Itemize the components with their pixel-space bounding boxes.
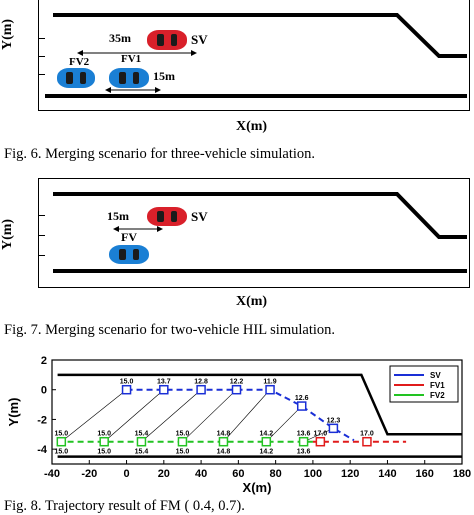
fig7-caption: Fig. 7. Merging scenario for two-vehicle…	[4, 322, 336, 338]
sv-point-label: 11.9	[263, 379, 276, 386]
sv-label: SV	[191, 32, 208, 47]
fv2-point-label-above: 15.4	[135, 431, 149, 438]
fv1-car	[109, 68, 149, 88]
fv2-point-label-above: 15.0	[55, 431, 69, 438]
x-tick-label: -20	[81, 468, 97, 480]
y-tick-label: 2	[41, 355, 47, 367]
sv-point	[296, 401, 307, 411]
legend-label-sv: SV	[430, 371, 441, 380]
y-tick-label: -2	[37, 414, 47, 426]
connector-line	[223, 389, 271, 442]
fv2-point	[298, 436, 309, 447]
x-tick-label: 80	[270, 468, 282, 480]
fv2-point	[56, 436, 67, 447]
gap-arrow-15m	[113, 226, 163, 232]
y-tick-label: -4	[37, 444, 48, 456]
connector-line	[303, 428, 334, 442]
connector-line	[182, 389, 237, 442]
fv2-point-label-above: 15.0	[97, 431, 111, 438]
sv-car	[147, 30, 187, 50]
sv-point	[196, 384, 206, 395]
x-tick-label: 100	[304, 468, 322, 480]
fig7-xlabel: X(m)	[236, 294, 268, 309]
fv2-point-label-below: 14.2	[260, 449, 274, 456]
y-tick-label: 0	[41, 385, 47, 397]
fv2-point-label-below: 15.4	[135, 449, 149, 456]
connector-line	[103, 389, 165, 442]
fig6-caption: Fig. 6. Merging scenario for three-vehic…	[4, 146, 315, 162]
legend-label-fv2: FV2	[430, 391, 445, 400]
sv-point-label: 15.0	[120, 379, 134, 386]
fv2-point	[99, 436, 109, 447]
fig8-caption: Fig. 8. Trajectory result of FM ( 0.4, 0…	[4, 498, 245, 514]
fv2-point-label-below: 15.0	[97, 449, 111, 456]
fig7-road	[53, 192, 467, 273]
sv-point-label: 12.6	[295, 395, 309, 402]
fv2-point-label-above: 14.2	[260, 431, 274, 438]
x-tick-label: -40	[44, 468, 60, 480]
fv2-point	[218, 436, 229, 447]
fv2-point-label-below: 15.0	[55, 449, 69, 456]
fv2-point-label-above: 15.0	[176, 431, 190, 438]
fig6-xlabel: X(m)	[236, 119, 268, 134]
fv1-point	[315, 436, 326, 447]
sv-point-label: 13.7	[157, 379, 171, 386]
sv-point-label: 12.2	[230, 379, 244, 386]
fig6-road	[45, 13, 467, 98]
x-tick-label: 140	[378, 468, 396, 480]
fv1-label: FV1	[121, 53, 142, 65]
fv1-point-label: 17.0	[314, 431, 328, 438]
x-tick-label: 180	[453, 468, 471, 480]
gap-label-15m: 15m	[153, 69, 175, 83]
fv2-point-label-below: 15.0	[176, 449, 190, 456]
plot-frame	[51, 359, 463, 465]
fv-label: FV	[121, 230, 137, 244]
x-tick-label: 0	[123, 468, 129, 480]
fv2-point	[261, 436, 272, 447]
fv2-car	[57, 68, 95, 88]
gap-arrow-35m	[77, 50, 197, 56]
fv1-point-label: 17.0	[360, 431, 374, 438]
fv2-label: FV2	[69, 56, 90, 68]
sv-point-label: 12.8	[194, 379, 208, 386]
fv2-point	[136, 436, 147, 447]
sv-point	[159, 384, 169, 395]
connector-line	[266, 405, 302, 442]
fig7-ylabel: Y(m)	[0, 218, 15, 250]
fig6-ylabel: Y(m)	[0, 18, 15, 50]
sv-point	[121, 384, 132, 395]
fv-car	[109, 245, 149, 264]
y-axis-label: Y(m)	[6, 398, 21, 427]
x-tick-label: 120	[341, 468, 359, 480]
fv2-point-label-above: 14.8	[217, 431, 231, 438]
sv-car	[147, 207, 187, 226]
fv1-point	[362, 436, 372, 447]
fv2-point-label-below: 13.6	[297, 449, 311, 456]
x-tick-label: 160	[416, 468, 434, 480]
gap-label-35m: 35m	[109, 31, 131, 45]
sv-point-label: 12.3	[327, 417, 341, 424]
fig7-panel: SV 15m FV	[38, 178, 470, 288]
connector-line	[61, 389, 127, 442]
x-tick-label: 40	[195, 468, 207, 480]
fig6-panel: SV 35m FV1 FV2 15m	[38, 0, 470, 111]
connector-line	[141, 389, 202, 442]
x-axis-label: X(m)	[243, 480, 272, 495]
road-upper-edge	[57, 373, 462, 436]
gap-arrow-15m	[105, 87, 161, 93]
fv2-point	[177, 436, 188, 447]
sv-point	[328, 423, 339, 434]
fv2-point-label-below: 14.8	[217, 449, 231, 456]
sv-label: SV	[191, 209, 208, 224]
sv-point	[231, 384, 242, 395]
gap-label-15m: 15m	[107, 209, 129, 223]
legend-label-fv1: FV1	[430, 381, 445, 390]
x-tick-label: 20	[158, 468, 170, 480]
sv-point	[265, 384, 275, 395]
x-tick-label: 60	[232, 468, 244, 480]
sv-line	[126, 388, 355, 442]
fig8-chart: -40 -20 0 20 40 60 80 100 120 140 160 18020-2-4X(m)…	[6, 355, 471, 495]
fv2-point-label-above: 13.6	[297, 431, 311, 438]
